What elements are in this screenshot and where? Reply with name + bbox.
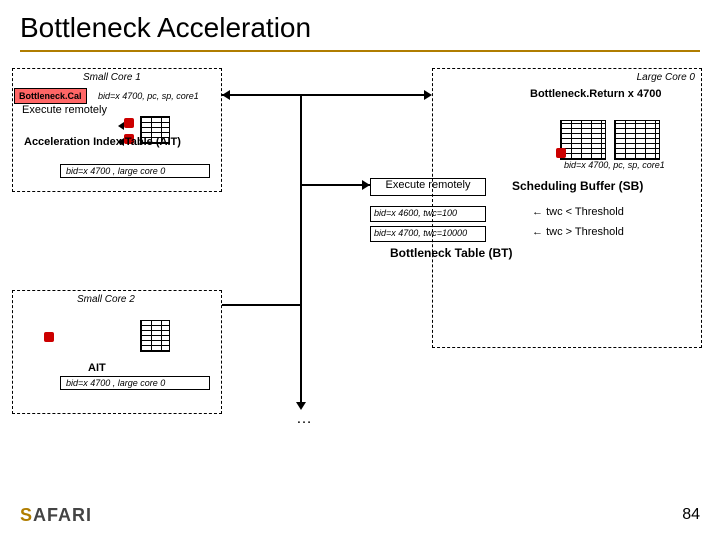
bottleneck-call-box: Bottleneck.Cal	[14, 88, 87, 104]
bt-row-1-note-text: twc < Threshold	[546, 206, 624, 218]
left-arrow-icon-2: ←	[532, 226, 543, 238]
bottleneck-table-label: Bottleneck Table (BT)	[390, 246, 512, 260]
large-core-label: Large Core 0	[637, 72, 695, 83]
bt-row-1-note: ← twc < Threshold	[532, 206, 624, 218]
arrow-head-lc	[424, 90, 432, 100]
title-divider	[20, 50, 700, 52]
red-square-1a	[124, 118, 134, 128]
logo-s: S	[20, 505, 33, 525]
bt-row-2-bid: bid=x 4700, twc=10000	[374, 228, 467, 238]
bt-row-1-bid: bid=x 4600, twc=100	[374, 208, 457, 218]
ait-label-2: AIT	[88, 362, 106, 374]
arrow-sc2-right	[222, 304, 302, 306]
ait-row-2-text: bid=x 4700 , large core 0	[66, 378, 165, 388]
hatch-large-2	[614, 120, 660, 160]
diagram-area: Small Core 1 Bottleneck.Cal bid=x 4700, …	[0, 64, 720, 444]
bid-msg-1: bid=x 4700, pc, sp, core1	[98, 91, 199, 101]
bid-msg-2: bid=x 4700, pc, sp, core1	[564, 160, 665, 170]
acc-left-arrow-2	[118, 122, 124, 130]
arrow-head-into-sc1	[222, 90, 230, 100]
arrow-bus-to-exec	[300, 184, 370, 186]
arrow-head-down	[296, 402, 306, 410]
small-core-2-label: Small Core 2	[77, 294, 135, 305]
hatch-large-1	[560, 120, 606, 160]
scheduling-buffer-label: Scheduling Buffer (SB)	[512, 179, 643, 193]
vertical-bus	[300, 94, 302, 404]
hatch-block-1	[140, 116, 170, 144]
exec-remotely-1: Execute remotely	[22, 104, 107, 116]
ellipsis-dots: …	[296, 410, 312, 428]
logo-afari: AFARI	[33, 505, 92, 525]
bt-row-2-note: ← twc > Threshold	[532, 226, 624, 238]
arrow-head-exec	[362, 180, 370, 190]
bt-row-2-note-text: twc > Threshold	[546, 226, 624, 238]
ait-row-1-text: bid=x 4700 , large core 0	[66, 166, 165, 176]
left-arrow-icon-1: ←	[532, 206, 543, 218]
page-title: Bottleneck Acceleration	[0, 0, 720, 50]
page-number: 84	[682, 506, 700, 524]
arrow-top-to-lc	[300, 94, 430, 96]
exec-remote-box: Execute remotely	[370, 178, 486, 196]
acc-left-arrow-1	[118, 138, 124, 146]
hatch-sc2	[140, 320, 170, 352]
small-core-1-label: Small Core 1	[83, 72, 141, 83]
small-core-2-box: Small Core 2	[12, 290, 222, 414]
red-sq-sc2	[44, 332, 54, 342]
safari-logo: SAFARI	[20, 505, 92, 526]
red-sq-large	[556, 148, 566, 158]
bottleneck-return-label: Bottleneck.Return x 4700	[530, 88, 661, 100]
